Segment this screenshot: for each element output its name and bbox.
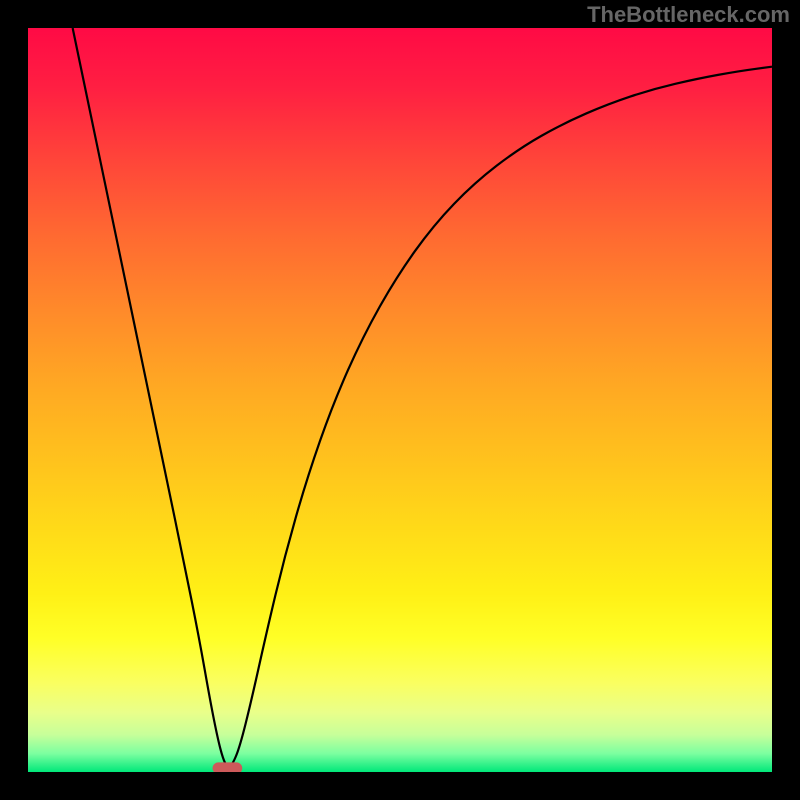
chart-container: TheBottleneck.com	[0, 0, 800, 800]
bottleneck-curve	[28, 28, 772, 772]
watermark-text: TheBottleneck.com	[587, 2, 790, 28]
optimal-point-marker	[213, 762, 243, 772]
plot-area	[28, 28, 772, 772]
